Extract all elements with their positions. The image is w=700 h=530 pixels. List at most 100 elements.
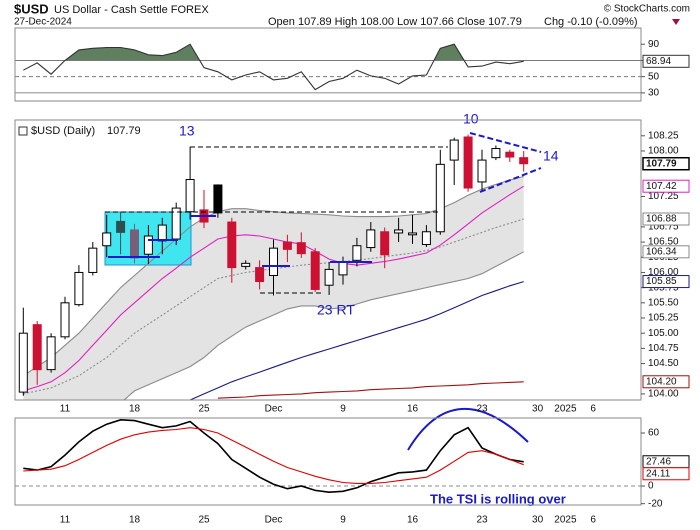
- candle-body: [449, 139, 459, 161]
- candle-body: [491, 148, 501, 159]
- value-box-label: 27.46: [646, 456, 671, 467]
- candle-body: [296, 242, 306, 255]
- value-box-label: 107.42: [646, 181, 677, 192]
- candle-body: [213, 184, 223, 214]
- channel-fill: [23, 176, 524, 400]
- value-box: [642, 275, 690, 289]
- candle-body: [324, 268, 334, 286]
- candle-body: [46, 336, 56, 371]
- candle-body: [394, 229, 404, 234]
- x-tick-label: Dec: [265, 404, 283, 415]
- y-tick-label: 105.50: [648, 297, 679, 308]
- candle-body: [60, 302, 70, 338]
- candle-body: [102, 232, 112, 247]
- value-box-label: 104.20: [646, 376, 677, 387]
- panel-band: [23, 176, 524, 400]
- y-tick-label: 106.75: [648, 222, 679, 233]
- candle-body: [338, 261, 348, 276]
- y-tick-label: -20: [648, 498, 663, 509]
- x-tick-label: 11: [60, 515, 71, 526]
- value-box: [642, 54, 690, 68]
- series-line: [23, 185, 524, 392]
- series-line: [217, 381, 524, 399]
- value-box-label: 68.94: [646, 56, 671, 67]
- x-tick-label: 9: [340, 515, 346, 526]
- candle-body: [18, 332, 28, 393]
- overbought-fill: [23, 44, 524, 61]
- marks-layer: [15, 43, 641, 494]
- x-tick-label: 25: [198, 515, 210, 526]
- y-tick-label: 60: [648, 428, 660, 439]
- value-box-label: 106.34: [646, 246, 677, 257]
- x-tick-label: 30: [532, 404, 544, 415]
- annotation: 23 RT: [317, 302, 355, 318]
- annotation: 10: [463, 111, 479, 127]
- candle-body: [157, 224, 167, 242]
- y-tick-label: 104.75: [648, 343, 679, 354]
- band-layer: [23, 44, 524, 400]
- candle-body: [171, 207, 181, 240]
- value-box: [642, 179, 690, 193]
- candle-body: [116, 220, 126, 233]
- candle-body: [421, 231, 431, 246]
- axis-layer: 9070503068.94108.25108.00107.25106.75106…: [14, 27, 690, 526]
- y-tick-label: 106.00: [648, 267, 679, 278]
- series-line: [123, 251, 524, 400]
- x-tick-label: 18: [129, 515, 141, 526]
- annotation: The TSI is rolling over: [430, 491, 566, 506]
- x-tick-label: 23: [476, 404, 488, 415]
- y-tick-label: 90: [648, 39, 660, 50]
- y-tick-label: 30: [648, 88, 660, 99]
- y-tick-label: 108.25: [648, 130, 679, 141]
- x-tick-label: 16: [407, 515, 419, 526]
- panel-marks: [15, 43, 641, 94]
- date: 27-Dec-2024: [14, 17, 72, 28]
- candle-body: [255, 267, 265, 283]
- value-box: [642, 156, 690, 171]
- value-box-label: 106.88: [646, 214, 677, 225]
- symbol: $USD: [14, 1, 49, 16]
- value-box: [642, 245, 690, 259]
- y-tick-label: 108.00: [648, 146, 679, 157]
- down-arrow: [672, 19, 680, 25]
- candle-body: [269, 247, 278, 276]
- candle-body: [227, 221, 237, 269]
- candle-body: [130, 229, 139, 259]
- x-tick-label: 23: [476, 515, 488, 526]
- x-tick-label: 2025: [554, 515, 577, 526]
- x-tick-label: Dec: [265, 515, 283, 526]
- y-tick-label: 104.00: [648, 389, 679, 400]
- candle-body: [505, 151, 515, 158]
- candle-body: [32, 324, 42, 371]
- x-tick-label: 25: [198, 404, 210, 415]
- candle-body: [435, 163, 445, 233]
- rollover-arc: [407, 407, 529, 451]
- candle-body: [88, 247, 98, 273]
- candle-body: [366, 229, 376, 249]
- candle-body: [143, 235, 153, 255]
- value-box-label: 24.11: [646, 468, 671, 479]
- panel-frame: [14, 417, 642, 506]
- panel-marks: [15, 418, 641, 494]
- quote: Open 107.89 High 108.00 Low 107.66 Close…: [268, 16, 522, 28]
- panel-marks: [18, 134, 529, 400]
- x-tick-label: 6: [590, 515, 596, 526]
- panel-frame: [14, 119, 642, 401]
- candle-body: [352, 245, 362, 261]
- change: Chg -0.10 (-0.09%): [544, 16, 638, 28]
- panel-frame: [14, 27, 642, 102]
- pennant-bottom: [479, 167, 542, 193]
- value-box: [642, 467, 690, 481]
- legend-icon: [18, 126, 28, 136]
- candle-body: [282, 241, 292, 250]
- candle-body: [463, 136, 473, 189]
- candle-body: [74, 271, 84, 306]
- series-line: [189, 281, 524, 400]
- price-label: $USD (Daily): [31, 125, 95, 137]
- x-tick-label: 2025: [554, 404, 577, 415]
- annotation: 13: [179, 123, 195, 139]
- x-tick-label: 11: [60, 404, 71, 415]
- series-line: [23, 427, 524, 484]
